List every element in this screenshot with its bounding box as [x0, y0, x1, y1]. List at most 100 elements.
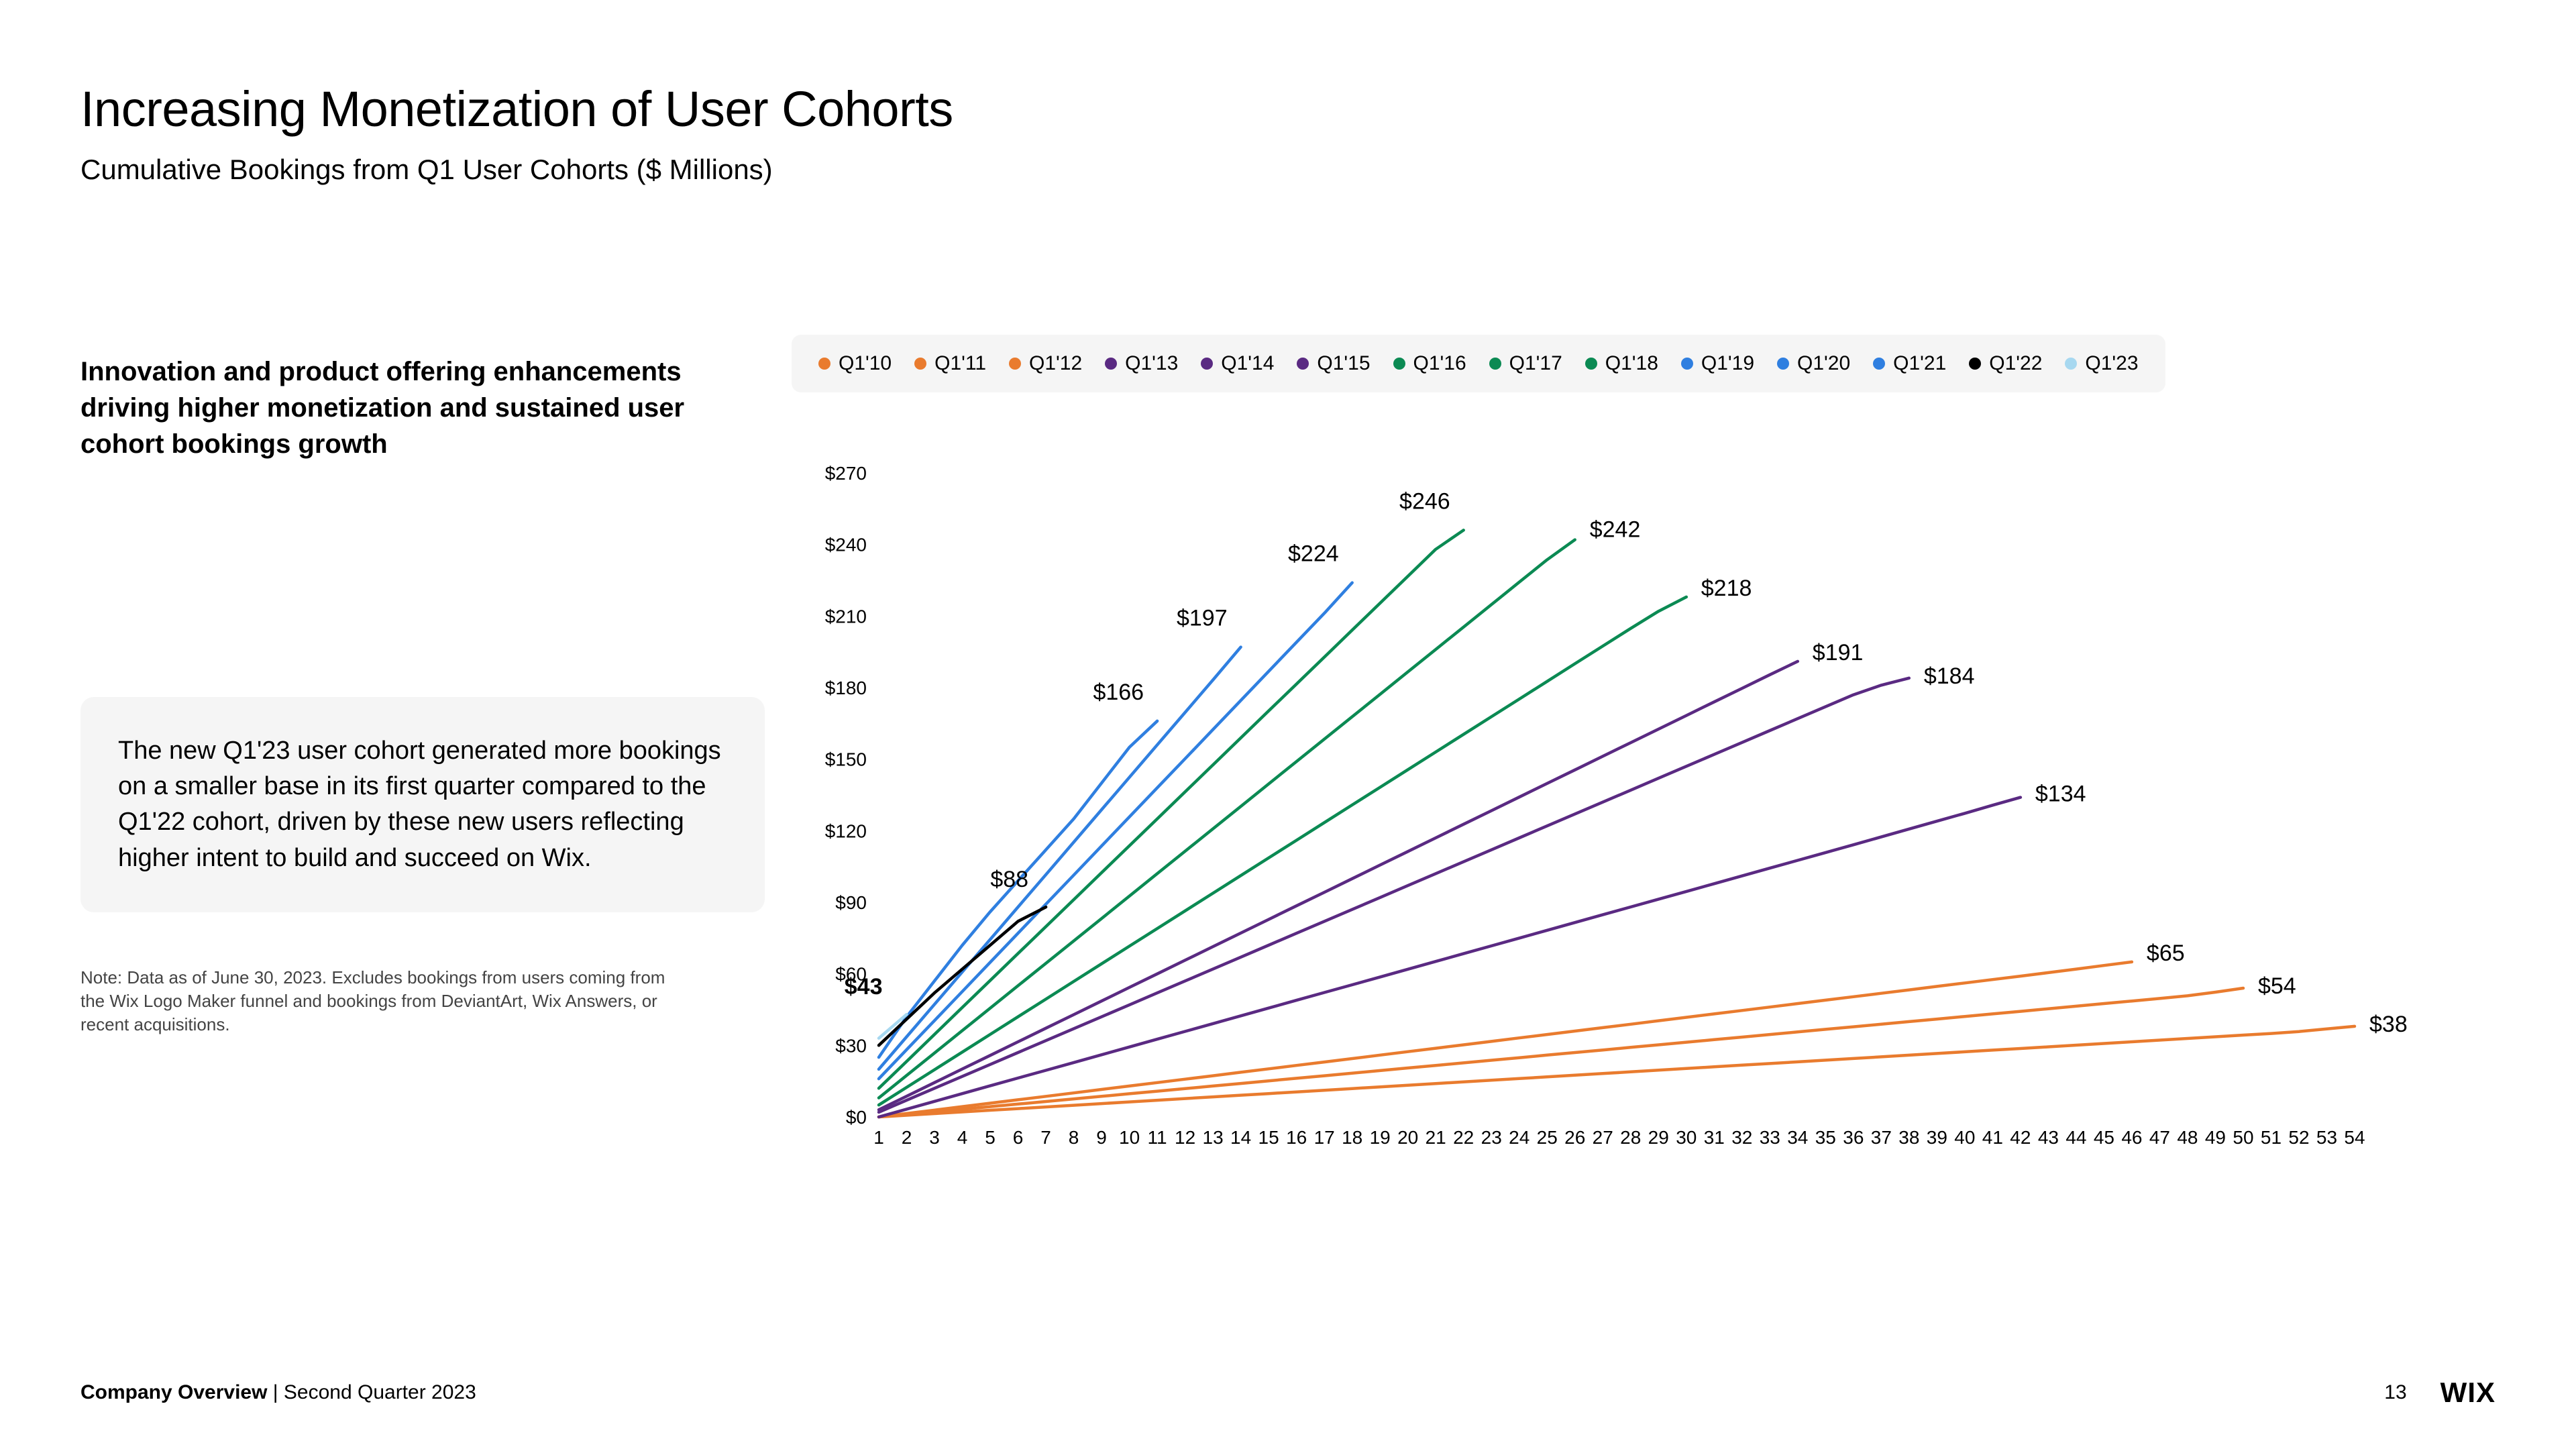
svg-text:10: 10 [1119, 1127, 1140, 1148]
legend-item: Q1'23 [2065, 352, 2138, 375]
svg-text:53: 53 [2316, 1127, 2337, 1148]
legend-item: Q1'22 [1969, 352, 2042, 375]
svg-text:44: 44 [2065, 1127, 2086, 1148]
series-end-label: $218 [1701, 576, 1752, 601]
legend-item: Q1'15 [1297, 352, 1370, 375]
svg-text:17: 17 [1314, 1127, 1335, 1148]
legend-dot-icon [1489, 358, 1501, 370]
legend-dot-icon [1873, 358, 1885, 370]
svg-text:29: 29 [1648, 1127, 1669, 1148]
legend-dot-icon [1969, 358, 1981, 370]
legend-dot-icon [1297, 358, 1309, 370]
svg-text:30: 30 [1676, 1127, 1697, 1148]
svg-text:4: 4 [957, 1127, 968, 1148]
legend-dot-icon [1105, 358, 1117, 370]
legend-item: Q1'13 [1105, 352, 1178, 375]
svg-text:20: 20 [1397, 1127, 1418, 1148]
svg-text:9: 9 [1096, 1127, 1107, 1148]
svg-text:26: 26 [1564, 1127, 1585, 1148]
legend-label: Q1'19 [1701, 352, 1754, 375]
legend-item: Q1'18 [1585, 352, 1658, 375]
svg-text:16: 16 [1286, 1127, 1307, 1148]
svg-text:42: 42 [2010, 1127, 2031, 1148]
series-end-label: $65 [2147, 941, 2185, 966]
svg-text:3: 3 [929, 1127, 940, 1148]
svg-text:$90: $90 [835, 892, 867, 913]
svg-text:51: 51 [2261, 1127, 2282, 1148]
legend-label: Q1'14 [1221, 352, 1274, 375]
series-end-label: $224 [1288, 541, 1339, 567]
legend-dot-icon [914, 358, 926, 370]
legend-item: Q1'11 [914, 352, 986, 375]
series-end-label: $242 [1590, 517, 1641, 543]
svg-text:49: 49 [2205, 1127, 2226, 1148]
svg-text:36: 36 [1843, 1127, 1864, 1148]
svg-text:27: 27 [1593, 1127, 1613, 1148]
footer-period: Second Quarter 2023 [284, 1381, 476, 1403]
svg-text:47: 47 [2149, 1127, 2170, 1148]
legend-label: Q1'13 [1125, 352, 1178, 375]
legend-dot-icon [1009, 358, 1021, 370]
svg-text:$240: $240 [825, 535, 867, 555]
series-line [879, 647, 1241, 1069]
legend-item: Q1'10 [818, 352, 892, 375]
page-title: Increasing Monetization of User Cohorts [80, 80, 2496, 138]
slide-root: Increasing Monetization of User Cohorts … [0, 0, 2576, 1449]
legend-label: Q1'17 [1509, 352, 1562, 375]
series-line [879, 530, 1464, 1088]
svg-text:50: 50 [2233, 1127, 2253, 1148]
series-end-label: $43 [845, 974, 883, 1000]
svg-text:23: 23 [1481, 1127, 1502, 1148]
legend-label: Q1'23 [2085, 352, 2138, 375]
series-line [879, 678, 1909, 1112]
svg-text:52: 52 [2288, 1127, 2309, 1148]
legend-label: Q1'18 [1605, 352, 1658, 375]
chart-legend: Q1'10Q1'11Q1'12Q1'13Q1'14Q1'15Q1'16Q1'17… [792, 335, 2165, 392]
svg-text:31: 31 [1704, 1127, 1725, 1148]
svg-text:2: 2 [902, 1127, 912, 1148]
legend-dot-icon [818, 358, 830, 370]
legend-dot-icon [1681, 358, 1693, 370]
legend-item: Q1'21 [1873, 352, 1946, 375]
svg-text:38: 38 [1898, 1127, 1919, 1148]
svg-text:46: 46 [2121, 1127, 2142, 1148]
legend-label: Q1'12 [1029, 352, 1082, 375]
series-end-label: $166 [1093, 680, 1144, 705]
series-end-label: $184 [1924, 663, 1975, 689]
series-end-label: $54 [2258, 973, 2296, 999]
content-row: Innovation and product offering enhancem… [80, 354, 2496, 1184]
cohort-line-chart: $0$30$60$90$120$150$180$210$240$27012345… [792, 473, 2375, 1184]
svg-text:41: 41 [1982, 1127, 2003, 1148]
svg-text:11: 11 [1148, 1127, 1167, 1148]
svg-text:13: 13 [1203, 1127, 1224, 1148]
svg-text:43: 43 [2038, 1127, 2059, 1148]
svg-text:$270: $270 [825, 463, 867, 484]
legend-item: Q1'17 [1489, 352, 1562, 375]
footer-sep: | [267, 1381, 283, 1403]
svg-text:12: 12 [1175, 1127, 1195, 1148]
svg-text:22: 22 [1453, 1127, 1474, 1148]
legend-dot-icon [1585, 358, 1597, 370]
series-line [879, 1026, 2355, 1117]
svg-text:48: 48 [2177, 1127, 2198, 1148]
legend-item: Q1'12 [1009, 352, 1082, 375]
svg-text:$0: $0 [846, 1107, 867, 1128]
svg-text:15: 15 [1258, 1127, 1279, 1148]
legend-item: Q1'19 [1681, 352, 1754, 375]
legend-label: Q1'22 [1989, 352, 2042, 375]
svg-text:39: 39 [1927, 1127, 1947, 1148]
svg-text:18: 18 [1342, 1127, 1362, 1148]
svg-text:1: 1 [873, 1127, 884, 1148]
svg-text:19: 19 [1370, 1127, 1391, 1148]
svg-text:21: 21 [1426, 1127, 1446, 1148]
svg-text:37: 37 [1871, 1127, 1892, 1148]
series-end-label: $88 [990, 867, 1028, 892]
series-line [879, 907, 1046, 1045]
footer-left: Company Overview | Second Quarter 2023 [80, 1381, 476, 1404]
footer-section: Company Overview [80, 1381, 267, 1403]
svg-text:25: 25 [1537, 1127, 1558, 1148]
legend-label: Q1'11 [934, 352, 986, 375]
svg-text:45: 45 [2094, 1127, 2114, 1148]
svg-text:33: 33 [1760, 1127, 1780, 1148]
series-end-label: $134 [2035, 782, 2086, 807]
